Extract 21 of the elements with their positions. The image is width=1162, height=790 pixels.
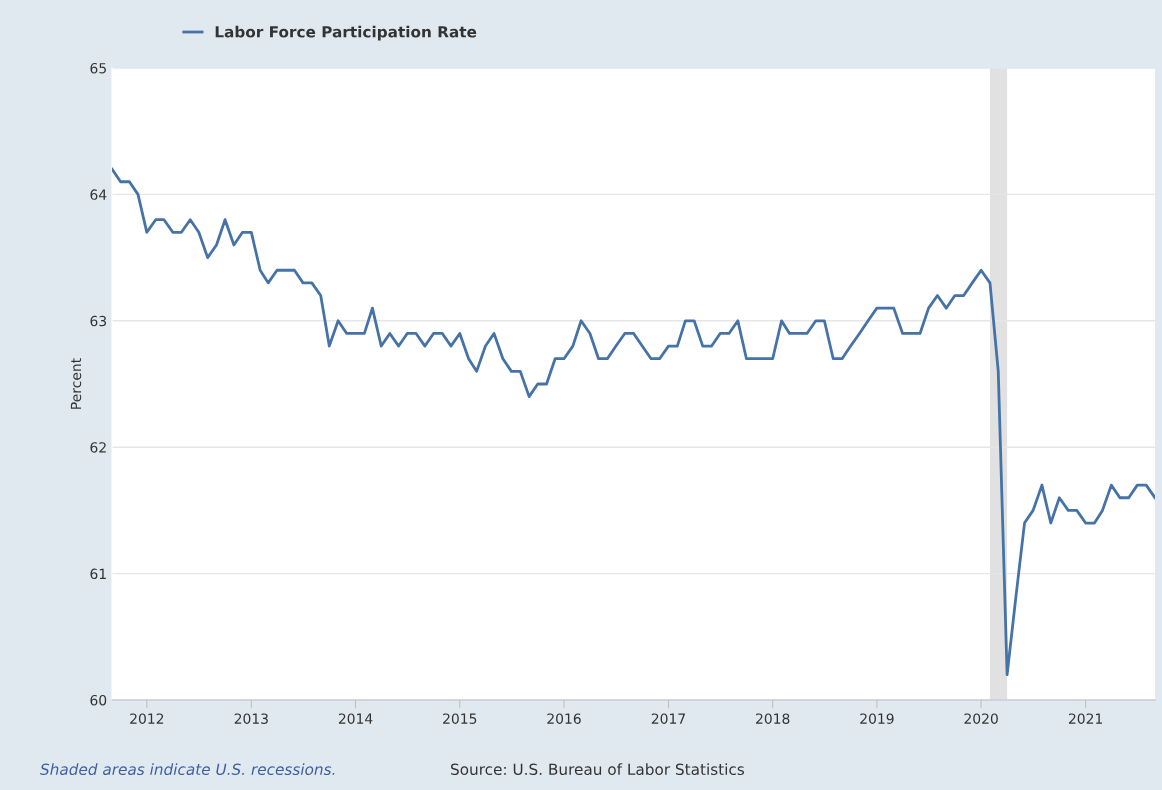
y-tick-label: 62 bbox=[90, 442, 106, 453]
x-tick-label: 2020 bbox=[964, 713, 998, 724]
y-tick-label: 61 bbox=[90, 568, 106, 580]
x-tick-label: 2021 bbox=[1068, 713, 1103, 724]
y-tick-label: 60 bbox=[90, 694, 107, 706]
x-tick-label: 2018 bbox=[756, 713, 790, 724]
y-tick-label: 64 bbox=[90, 189, 107, 200]
y-axis-title: Percent bbox=[70, 358, 82, 409]
x-tick-label: 2019 bbox=[860, 713, 894, 724]
text: Shaded areas indicate U.S. recessions. bbox=[40, 763, 335, 776]
x-tick-label: 2017 bbox=[651, 713, 685, 724]
x-tick-label: 2013 bbox=[234, 713, 268, 724]
x-tick-label: 2014 bbox=[338, 713, 373, 724]
x-tick-label: 2012 bbox=[130, 713, 164, 724]
x-tick-label: 2015 bbox=[443, 713, 477, 724]
source-note: Source: U.S. Bureau of Labor Statistics bbox=[451, 763, 745, 776]
y-tick-label: 65 bbox=[90, 62, 106, 74]
x-tick-label: 2016 bbox=[547, 713, 581, 724]
line-series bbox=[112, 167, 1155, 677]
y-tick-label: 63 bbox=[90, 315, 107, 327]
legend-label: Labor Force Participation Rate bbox=[215, 25, 477, 41]
